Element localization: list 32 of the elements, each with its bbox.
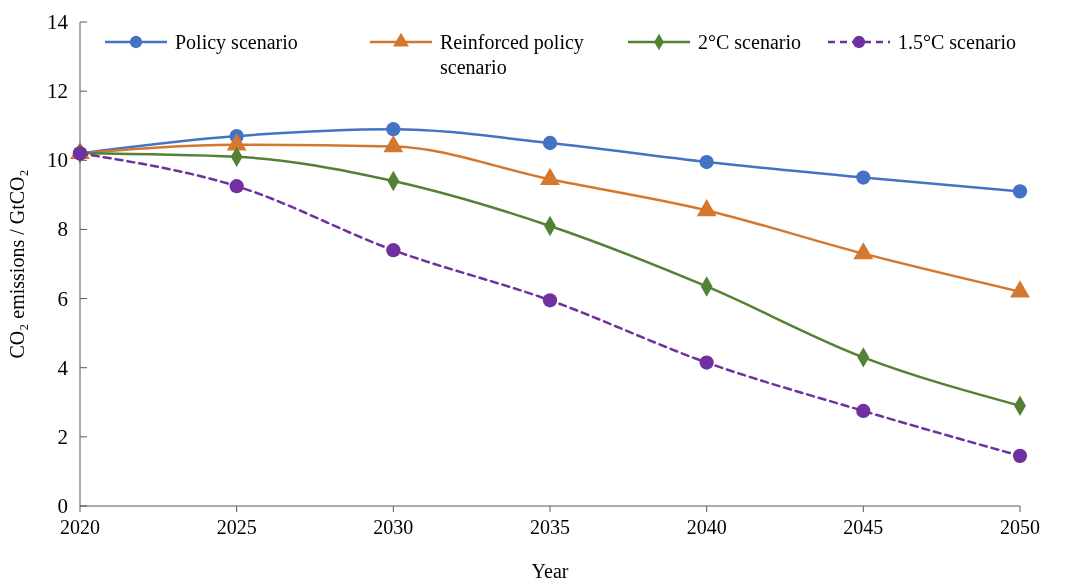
point	[386, 122, 401, 137]
y-tick-label: 14	[47, 10, 69, 34]
y-axis-title: CO₂ emissions / GtCO₂	[6, 169, 28, 359]
y-tick-label: 2	[57, 424, 68, 449]
point	[856, 170, 871, 185]
y-tick-label: 4	[57, 355, 69, 380]
x-tick-label: 2050	[1000, 516, 1040, 538]
y-tick-label: 8	[57, 217, 68, 242]
legend-label: 2°C scenario	[698, 31, 801, 53]
x-tick-label: 2030	[373, 516, 414, 538]
point	[386, 243, 401, 258]
legend-label: 1.5°C scenario	[898, 31, 1016, 53]
legend-label: Reinforced policy scenario	[440, 31, 584, 78]
y-tick-label: 12	[47, 79, 68, 104]
y-tick-label: 6	[57, 286, 68, 311]
x-tick-label: 2020	[60, 516, 100, 538]
point	[1012, 184, 1028, 199]
point	[1012, 448, 1028, 463]
x-tick-label: 2035	[530, 516, 570, 538]
point	[542, 293, 558, 308]
x-tick-label: 2040	[686, 516, 727, 538]
point	[699, 154, 714, 170]
x-tick-label: 2025	[216, 516, 257, 538]
point	[856, 403, 871, 419]
point	[542, 135, 558, 151]
x-tick-label: 2045	[843, 516, 884, 538]
legend-label: Policy scenario	[175, 31, 298, 54]
y-tick-label: 10	[47, 148, 68, 173]
point	[699, 355, 714, 370]
y-tick-label: 0	[57, 494, 68, 518]
x-axis-title: Year	[531, 560, 569, 582]
point	[229, 179, 244, 194]
